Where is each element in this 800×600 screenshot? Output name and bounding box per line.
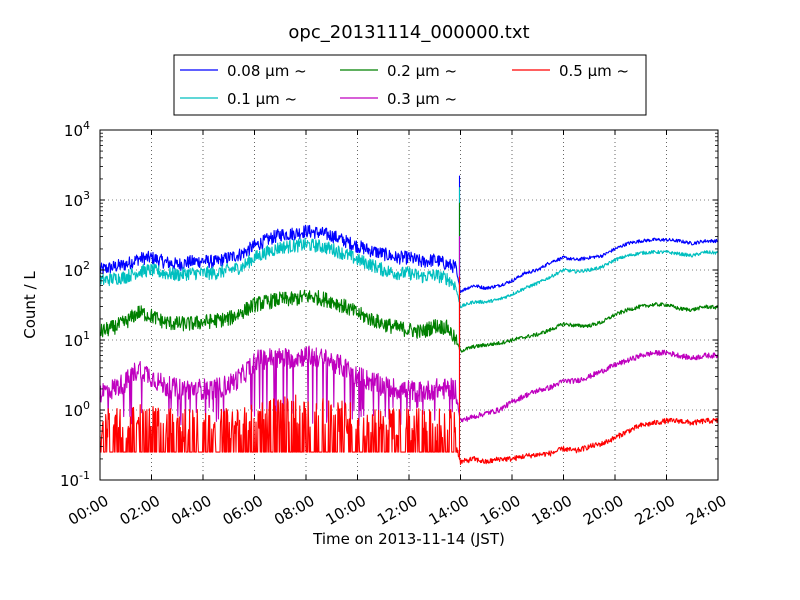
legend-label: 0.5 μm ~	[559, 62, 629, 80]
legend-label: 0.3 μm ~	[387, 90, 457, 108]
legend-label: 0.2 μm ~	[387, 62, 457, 80]
series-line-3	[99, 236, 719, 427]
series-line-1	[99, 187, 719, 309]
y-tick-label: 10-1	[60, 469, 90, 490]
plot-area-frame	[99, 129, 719, 481]
y-tick-label: 102	[64, 259, 90, 280]
y-axis-label: Count / L	[21, 271, 39, 339]
y-tick-label: 100	[64, 399, 90, 420]
y-tick-label: 103	[64, 189, 90, 210]
y-tick-label: 101	[64, 329, 90, 350]
legend-label: 0.1 μm ~	[227, 90, 297, 108]
y-tick-label: 104	[64, 119, 90, 140]
legend-box	[173, 54, 647, 116]
series-line-0	[99, 175, 719, 294]
series-line-2	[99, 202, 719, 353]
series-layer	[99, 175, 719, 466]
series-line-4	[99, 276, 719, 466]
legend: 0.08 μm ~ 0.1 μm ~ 0.2 μm ~ 0.3 μm ~ 0.5 μm …	[173, 54, 647, 116]
chart-title: opc_20131114_000000.txt	[288, 22, 529, 43]
legend-label: 0.08 μm ~	[227, 62, 307, 80]
x-axis-label: Time on 2013-11-14 (JST)	[312, 530, 505, 548]
